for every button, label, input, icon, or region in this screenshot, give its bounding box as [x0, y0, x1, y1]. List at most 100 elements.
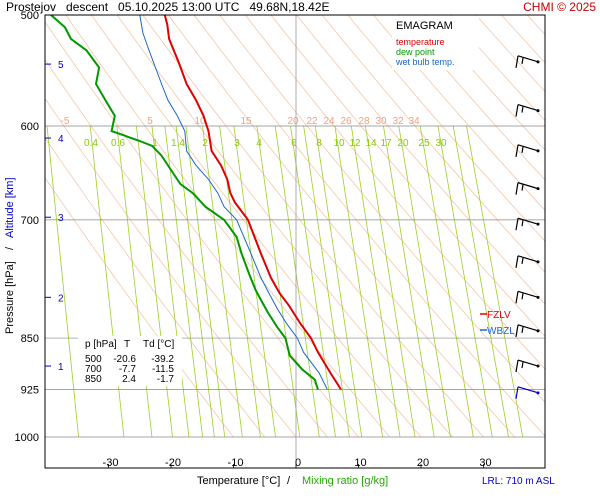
mixing-ratio-tick-label: 14 — [365, 138, 377, 149]
temperature-tick-label: -10 — [228, 457, 244, 469]
mixing-ratio-tick-label: 8 — [316, 138, 322, 149]
isotherm-label: 10 — [194, 116, 206, 127]
isotherm-label: 20 — [287, 116, 299, 127]
temperature-tick-label: 30 — [479, 457, 491, 469]
wind-barb — [515, 55, 540, 68]
pressure-tick-label: 600 — [21, 121, 39, 133]
wind-barb-shaft — [517, 55, 539, 63]
table-header-p: p [hPa] — [85, 339, 117, 350]
pressure-tick-label: 500 — [21, 10, 39, 22]
temperature-tick-label: -30 — [103, 457, 119, 469]
dry-adiabat — [142, 15, 484, 438]
dry-adiabat — [244, 15, 545, 370]
y-axis-title: Pressure [hPa] / Altitude [km] — [4, 177, 16, 334]
wbzl-marker: WBZL — [480, 326, 515, 337]
table-cell: -1.7 — [157, 374, 175, 385]
dry-adiabat — [424, 15, 545, 151]
wind-barb-shaft — [517, 386, 539, 394]
wind-barb-dot — [536, 187, 540, 191]
isotherm-label: 22 — [306, 116, 318, 127]
x-axis-title: Temperature [°C] / Mixing ratio [g/kg] — [197, 475, 388, 487]
mixing-ratio-tick-label: 10 — [333, 138, 345, 149]
mixing-ratio-line — [89, 125, 125, 438]
dry-adiabat — [219, 15, 545, 403]
table-header-t: T — [124, 339, 130, 350]
mixing-ratio-tick-label: 6 — [291, 138, 297, 149]
dry-adiabat — [553, 15, 600, 437]
mixing-ratio-tick-label: 30 — [435, 138, 447, 149]
dry-adiabat — [45, 59, 328, 438]
dry-adiabat — [321, 15, 545, 274]
mixing-ratio-line — [383, 125, 435, 438]
dry-adiabat — [270, 15, 545, 337]
dry-adiabat — [193, 15, 545, 437]
altitude-tick-label: 5 — [58, 60, 64, 71]
legend-title: EMAGRAM — [396, 20, 453, 32]
wind-barb-dot — [536, 364, 540, 368]
plot-frame — [44, 14, 546, 469]
wind-barb-flag — [521, 220, 524, 227]
isotherm-label: -5 — [61, 116, 70, 127]
mixing-ratio-line — [151, 125, 190, 438]
fzlv-marker: FZLV — [480, 310, 511, 321]
mixing-ratio-line — [290, 125, 336, 438]
mixing-ratio-line — [175, 125, 215, 438]
dry-adiabat — [579, 15, 600, 437]
wind-barb-flag — [515, 386, 519, 399]
wind-barb-dot — [536, 222, 540, 226]
wind-barb-flag — [521, 257, 524, 264]
wind-barb — [515, 217, 540, 231]
pressure-tick-label: 925 — [21, 385, 39, 397]
wind-barb — [515, 104, 540, 117]
isotherm-label: 24 — [323, 116, 335, 127]
mixing-ratio-line — [334, 125, 383, 438]
wind-barb-flag — [521, 106, 524, 113]
dew-point-line — [50, 15, 319, 390]
lrl-label: LRL: 710 m ASL — [482, 476, 555, 487]
wind-barb-flag — [515, 182, 519, 195]
mixing-ratio-line — [452, 125, 509, 438]
mixing-ratio-tick-label: 3 — [234, 138, 240, 149]
wind-barb-flag — [515, 144, 519, 157]
y-axis-separator: / — [4, 246, 16, 250]
wind-barb — [515, 144, 540, 157]
mixing-ratio-line — [135, 125, 173, 438]
mixing-ratio-tick-label: 0.6 — [111, 138, 125, 149]
mixing-ratio-line — [233, 125, 276, 438]
table-cell: 700 — [85, 364, 102, 375]
wind-barb-flag — [515, 55, 519, 68]
wind-barb-dot — [536, 109, 540, 113]
legend-temperature: temperature — [396, 37, 445, 47]
legend-wet-bulb: wet bulb temp. — [395, 57, 455, 67]
altitude-tick-label: 2 — [58, 293, 64, 304]
mixing-ratio-tick-label: 2 — [202, 138, 208, 149]
wind-barb-flag — [515, 324, 519, 337]
mixing-ratio-tick-label: 4 — [256, 138, 262, 149]
fzlv-label: FZLV — [487, 310, 511, 321]
x-axis-label: Temperature [°C] — [197, 475, 280, 487]
wind-barb-flag — [515, 218, 519, 231]
altitude-label: Altitude [km] — [4, 177, 16, 238]
wind-barb-shaft — [517, 217, 539, 225]
mixing-ratio-line — [46, 125, 79, 438]
mixing-ratio-tick-label: 1 — [152, 138, 158, 149]
pressure-tick-label: 850 — [21, 333, 39, 345]
wind-barb-dot — [536, 60, 540, 64]
temperature-tick-label: 0 — [295, 457, 301, 469]
wind-barb — [515, 324, 540, 337]
mixing-ratio-label: Mixing ratio [g/kg] — [302, 475, 388, 487]
isotherm-label: 26 — [340, 116, 352, 127]
wind-barb-flag — [521, 326, 524, 333]
altitude-tick-label: 3 — [58, 213, 64, 224]
wind-barb-flag — [515, 359, 519, 373]
chart-title: Prostejov descent 05.10.2025 13:00 UTC 4… — [6, 0, 330, 14]
wind-barb-shaft — [517, 182, 539, 190]
wind-barb-flag — [515, 104, 519, 117]
isotherm-label: 32 — [392, 116, 404, 127]
dry-adiabat — [168, 15, 516, 438]
pressure-tick-label: 700 — [21, 215, 39, 227]
temperature-line — [163, 15, 342, 391]
dry-adiabat — [526, 15, 545, 36]
wind-barb-shaft — [517, 255, 539, 263]
temperature-tick-label: 20 — [417, 457, 429, 469]
